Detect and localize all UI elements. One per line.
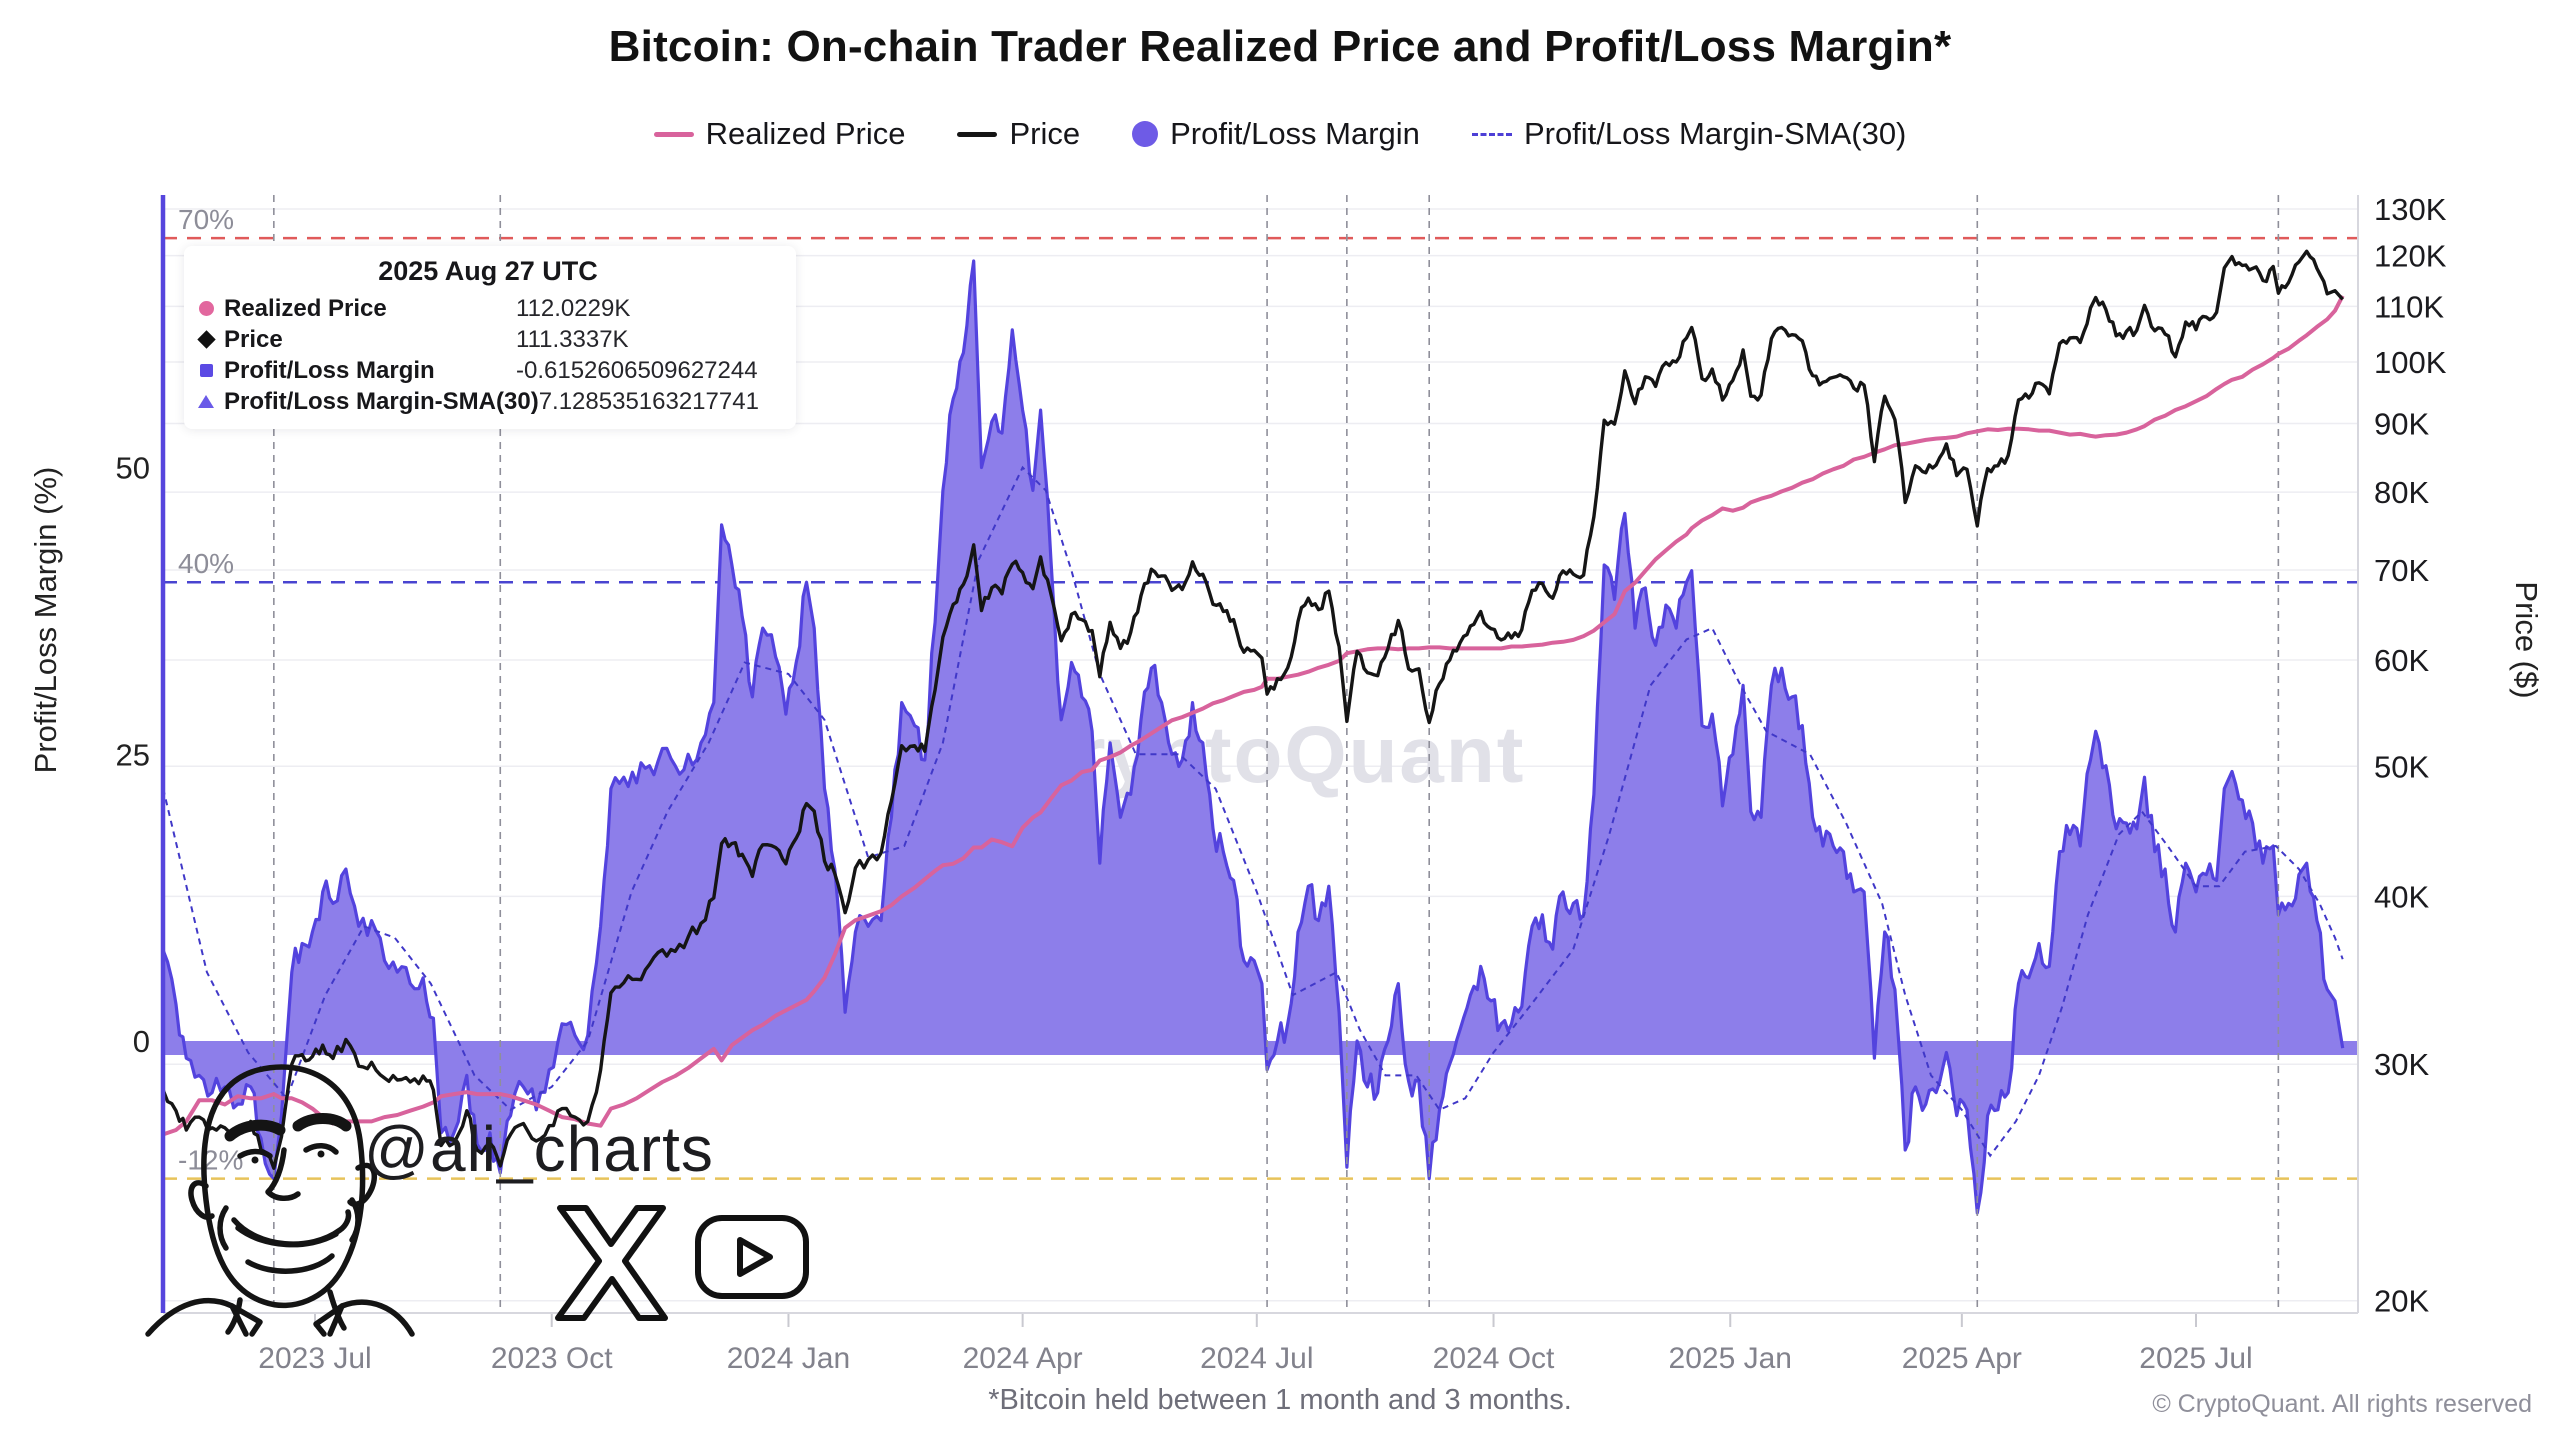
watermark: CryptoQuant [1015,710,1526,799]
legend-label: Price [1009,116,1081,151]
price-lines [161,249,2345,1170]
margin-swatch-icon [1132,121,1159,147]
legend-label: Profit/Loss Margin [1170,116,1420,151]
tooltip-date: 2025 Aug 27 UTC [378,256,598,286]
left-axis-tick-label: 25 [116,737,150,772]
margin-sma30-line [162,465,2344,1158]
x-axis-tick-label: 2024 Jul [1200,1342,1313,1375]
right-axis-tick-label: 20K [2374,1284,2429,1319]
right-axis-tick-label: 120K [2374,239,2447,274]
left-axis-tick-label: 0 [133,1024,150,1059]
legend-item-profit-loss-margin[interactable]: Profit/Loss Margin [1132,116,1420,152]
tooltip-value: -0.6152606509627244 [516,356,758,384]
threshold-label: -12% [178,1145,243,1176]
tooltip-label: Profit/Loss Margin [224,356,435,384]
right-axis-tick-label: 70K [2374,553,2429,588]
x-axis-tick-label: 2025 Apr [1902,1342,2022,1375]
copyright: © CryptoQuant. All rights reserved [2152,1390,2532,1418]
tooltip-label: Realized Price [224,294,387,322]
right-axis-tick-label: 40K [2374,879,2429,914]
tooltip-row-margin-sma30: Profit/Loss Margin-SMA(30) 7.12853516321… [198,386,778,417]
legend-label: Realized Price [705,116,906,151]
triangle-marker-icon [198,395,214,408]
realized-price-swatch-icon [653,131,694,137]
x-axis-tick-label: 2025 Jan [1669,1342,1792,1375]
diamond-marker-icon [196,330,216,349]
legend-item-margin-sma30[interactable]: Profit/Loss Margin-SMA(30) [1471,116,1907,152]
tooltip-row-profit-loss-margin: Profit/Loss Margin -0.6152606509627244 [198,355,778,386]
x-axis-tick-label: 2024 Jan [727,1342,850,1375]
right-axis-tick-label: 60K [2374,643,2429,678]
circle-marker-icon [198,301,214,316]
margin-sma-swatch-icon [1471,132,1512,136]
left-axis-tick-label: 50 [116,451,150,486]
x-axis-tick-label: 2024 Oct [1433,1342,1555,1375]
price-swatch-icon [957,131,998,137]
x-axis-tick-label: 2023 Jul [258,1342,371,1375]
footnote: *Bitcoin held between 1 month and 3 mont… [988,1384,1572,1416]
right-axis-title: Price ($) [2509,581,2544,699]
threshold-label: 70% [178,204,234,235]
tooltip-value: 7.128535163217741 [538,387,759,415]
legend: Realized Price Price Profit/Loss Margin … [0,116,2560,152]
price-line [161,249,2344,1170]
right-axis-tick-label: 110K [2374,289,2444,324]
x-axis-tick-label: 2024 Apr [963,1342,1083,1375]
tooltip-row-price: Price 111.3337K [196,324,778,355]
left-axis-title: Profit/Loss Margin (%) [28,466,63,774]
legend-label: Profit/Loss Margin-SMA(30) [1523,116,1907,151]
right-axis-tick-label: 100K [2374,345,2447,380]
x-axis-tick-label: 2023 Oct [491,1342,613,1375]
page-title: Bitcoin: On-chain Trader Realized Price … [608,22,1952,71]
tooltip-label: Profit/Loss Margin-SMA(30) [224,387,539,415]
legend-item-price[interactable]: Price [957,116,1080,152]
right-axis-tick-label: 80K [2374,475,2429,510]
tooltip-label: Price [224,325,283,353]
right-axis-tick-label: 90K [2374,406,2429,441]
right-axis-tick-label: 30K [2374,1047,2429,1082]
tooltip-value: 112.0229K [516,294,631,322]
axes [160,195,2359,1327]
right-axis-tick-label: 50K [2374,749,2429,784]
right-axis-tick-label: 130K [2374,192,2447,227]
tooltip-row-realized-price: Realized Price 112.0229K [198,293,778,324]
x-axis-tick-label: 2025 Jul [2139,1342,2252,1375]
threshold-lines [163,236,2358,1180]
threshold-label: 40% [178,548,234,579]
tooltip-value: 111.3337K [516,325,629,353]
square-marker-icon [199,364,213,377]
tooltip: 2025 Aug 27 UTC Realized Price 112.0229K… [184,246,796,429]
realized-price-line [162,294,2345,1137]
signature-handle: @ali_charts [364,1113,714,1185]
legend-item-realized-price[interactable]: Realized Price [653,116,906,152]
